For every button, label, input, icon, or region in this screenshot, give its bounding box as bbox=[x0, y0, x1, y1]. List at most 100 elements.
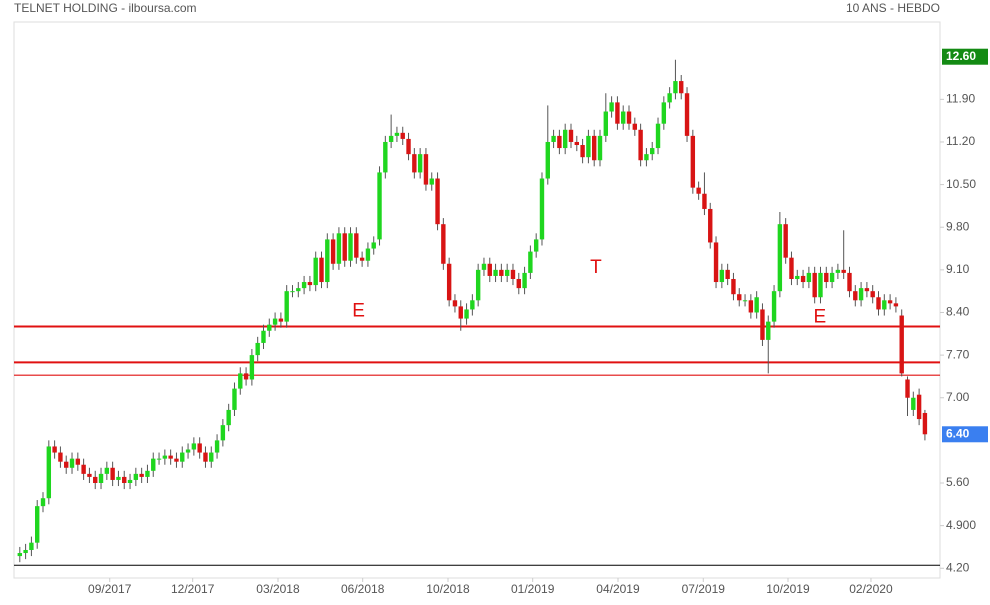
candle-body bbox=[766, 321, 771, 340]
candle-body bbox=[713, 242, 719, 283]
x-tick-label: 02/2020 bbox=[849, 582, 893, 596]
candle-body bbox=[586, 135, 591, 158]
candle-body bbox=[771, 291, 777, 322]
candle-body bbox=[174, 458, 179, 462]
candle-body bbox=[708, 208, 713, 243]
candle-body bbox=[267, 324, 272, 331]
candle-body bbox=[679, 81, 684, 94]
candle-body bbox=[272, 318, 278, 325]
candle-body bbox=[29, 542, 34, 550]
candle-body bbox=[528, 251, 533, 273]
candle-body bbox=[853, 291, 858, 301]
candle-body bbox=[412, 154, 417, 173]
candle-body bbox=[75, 458, 81, 465]
candle-body bbox=[127, 479, 133, 483]
candle-body bbox=[893, 303, 899, 307]
candle-body bbox=[597, 135, 603, 161]
candle-body bbox=[423, 154, 429, 185]
candle-body bbox=[841, 269, 846, 273]
candle-body bbox=[35, 506, 40, 543]
x-tick-label: 09/2017 bbox=[88, 582, 132, 596]
candle-body bbox=[737, 294, 742, 301]
candle-body bbox=[458, 306, 463, 319]
candle-body bbox=[209, 452, 214, 462]
price-marker-label: 6.40 bbox=[946, 426, 970, 440]
candle-body bbox=[203, 452, 208, 462]
y-tick-label: 7.70 bbox=[946, 347, 970, 361]
candle-body bbox=[191, 443, 197, 450]
candle-body bbox=[615, 102, 620, 124]
candle-body bbox=[882, 300, 887, 310]
candle-body bbox=[359, 257, 365, 261]
candle-body bbox=[64, 461, 69, 468]
candle-body bbox=[162, 455, 168, 459]
candle-body bbox=[557, 135, 562, 149]
candle-body bbox=[98, 473, 104, 483]
candle-body bbox=[342, 233, 347, 261]
candle-body bbox=[145, 470, 150, 477]
candle-body bbox=[220, 425, 226, 441]
candle-body bbox=[243, 373, 249, 380]
candle-body bbox=[824, 272, 829, 283]
candle-body bbox=[232, 388, 237, 410]
candle-body bbox=[388, 135, 394, 142]
candle-body bbox=[400, 132, 405, 139]
candle-body bbox=[725, 269, 730, 279]
candle-body bbox=[284, 291, 289, 322]
candle-body bbox=[464, 309, 469, 319]
candle-body bbox=[185, 449, 191, 453]
candle-body bbox=[829, 272, 835, 283]
candle-body bbox=[835, 269, 841, 273]
candle-body bbox=[510, 269, 516, 279]
candle-body bbox=[151, 458, 156, 471]
candle-body bbox=[911, 397, 916, 410]
x-tick-label: 12/2017 bbox=[171, 582, 215, 596]
candle-body bbox=[568, 129, 574, 142]
candle-body bbox=[638, 129, 643, 161]
candle-body bbox=[336, 233, 342, 264]
candle-body bbox=[377, 172, 382, 240]
candle-body bbox=[916, 394, 922, 420]
candle-body bbox=[621, 111, 626, 124]
candle-body bbox=[475, 269, 481, 301]
price-marker bbox=[942, 426, 988, 443]
candle-body bbox=[487, 263, 492, 276]
y-tick-label: 11.90 bbox=[946, 92, 975, 106]
candle-body bbox=[17, 553, 23, 557]
y-tick-label: 10.50 bbox=[946, 177, 976, 191]
x-tick-label: 10/2018 bbox=[426, 582, 470, 596]
candle-body bbox=[110, 467, 115, 480]
candle-body bbox=[742, 300, 748, 302]
candle-body bbox=[800, 275, 806, 283]
candle-body bbox=[539, 178, 545, 240]
candle-body bbox=[278, 318, 284, 322]
candle-body bbox=[847, 272, 852, 292]
candle-body bbox=[696, 187, 701, 194]
candle-body bbox=[435, 178, 440, 225]
candle-body bbox=[226, 409, 231, 426]
candle-body bbox=[922, 412, 928, 435]
candle-body bbox=[684, 93, 690, 136]
candle-body bbox=[650, 148, 655, 155]
candle-body bbox=[777, 224, 783, 292]
candle-body bbox=[249, 355, 255, 380]
candle-body bbox=[52, 446, 57, 453]
candle-body bbox=[760, 309, 765, 340]
candle-body bbox=[603, 111, 609, 136]
candle-body bbox=[522, 272, 527, 289]
candle-body bbox=[574, 141, 579, 146]
chart-title: TELNET HOLDING - ilboursa.com bbox=[14, 1, 197, 15]
y-tick-label: 7.00 bbox=[946, 390, 970, 404]
candle-body bbox=[40, 498, 46, 507]
candle-body bbox=[876, 297, 881, 310]
candle-body bbox=[481, 263, 487, 270]
candle-body bbox=[296, 288, 301, 292]
candle-body bbox=[69, 458, 75, 468]
candle-body bbox=[690, 135, 696, 188]
y-tick-label: 9.80 bbox=[946, 219, 970, 233]
x-tick-label: 04/2019 bbox=[596, 582, 640, 596]
candle-body bbox=[383, 141, 388, 173]
candle-body bbox=[417, 154, 423, 173]
candle-body bbox=[661, 102, 667, 124]
